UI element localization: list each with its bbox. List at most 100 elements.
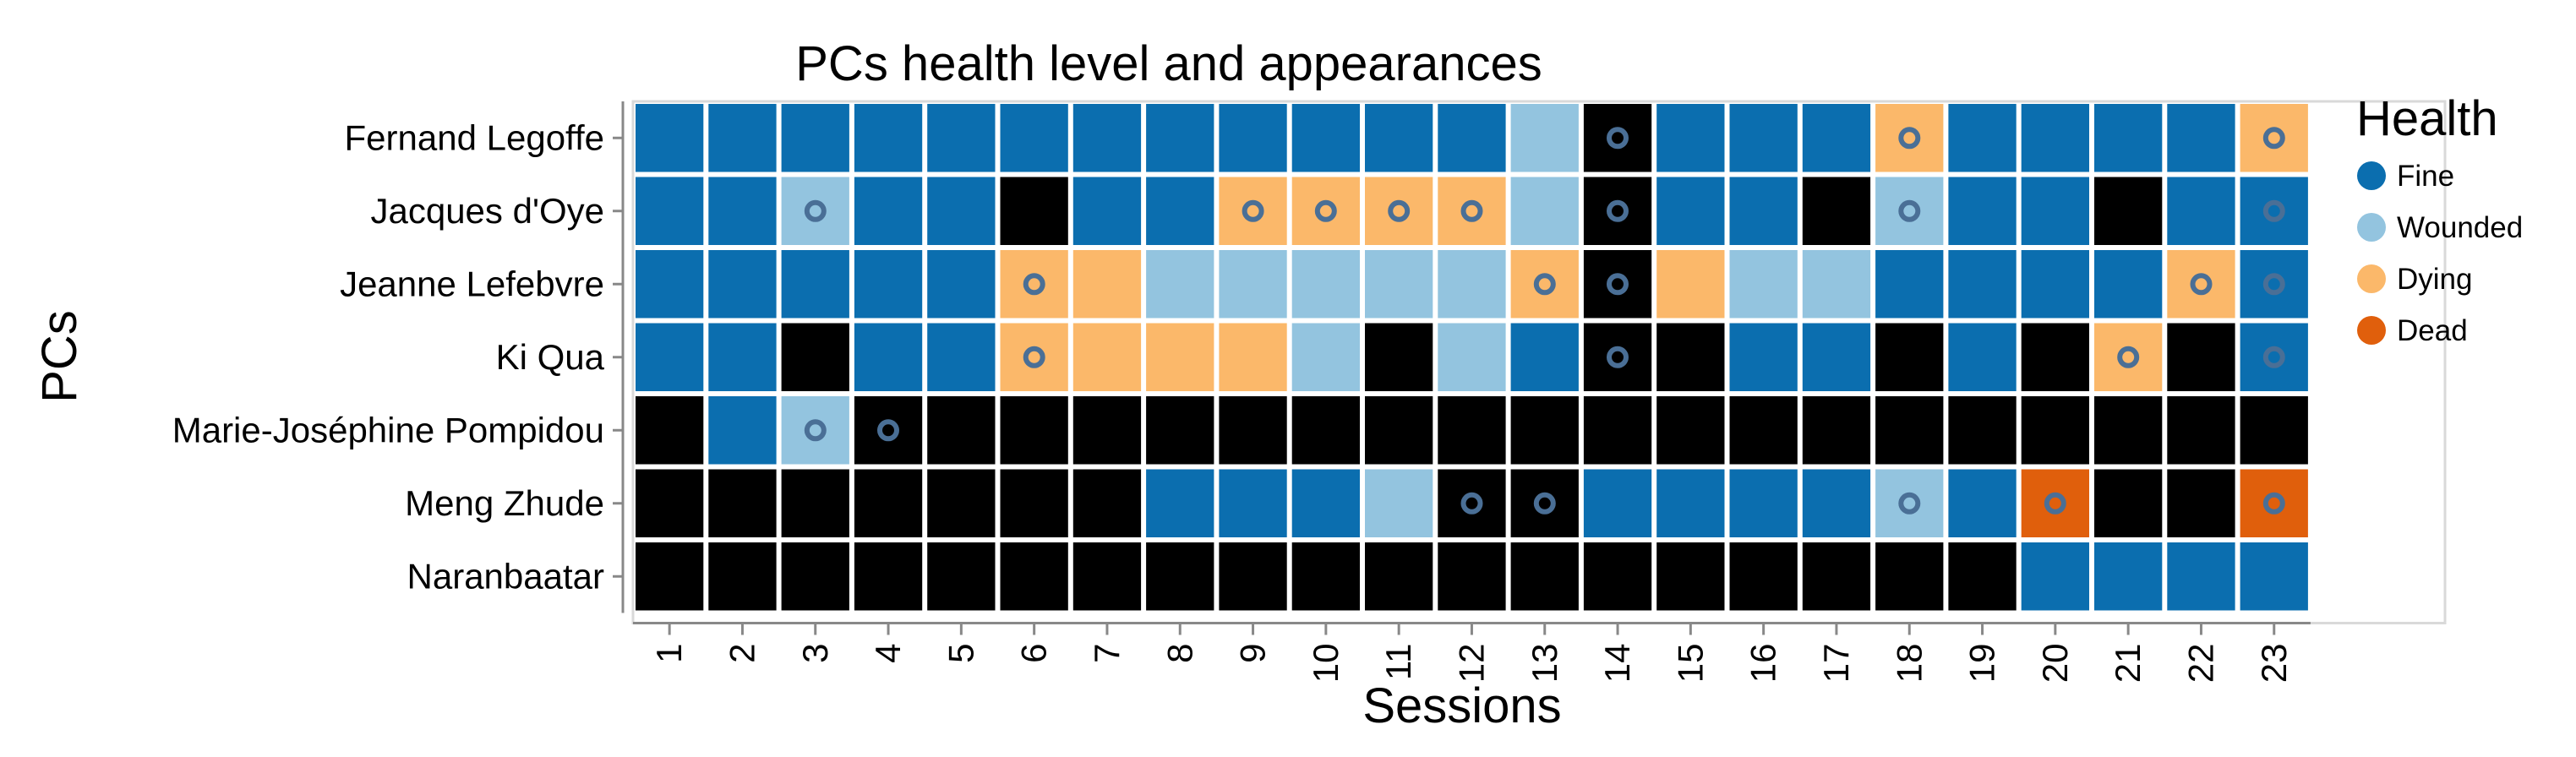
x-tick-label: 23: [2254, 644, 2294, 683]
y-tick-label: Naranbaatar: [407, 556, 604, 596]
heatmap-cell: [1875, 323, 1944, 391]
appearance-marker: [1533, 492, 1556, 515]
heatmap-cell: [1438, 396, 1506, 465]
appearance-marker: [1607, 273, 1629, 296]
heatmap-cell: [1948, 542, 2017, 611]
appearance-marker: [2190, 273, 2213, 296]
x-tick-label: 20: [2035, 644, 2075, 683]
appearance-marker: [1898, 199, 1921, 222]
heatmap-cell: [2094, 396, 2163, 465]
heatmap-cell: [1729, 250, 1798, 319]
heatmap-cell: [854, 250, 923, 319]
y-tick-label: Jacques d'Oye: [370, 191, 604, 231]
x-tick-label: 9: [1233, 644, 1273, 663]
heatmap-cell: [2240, 396, 2308, 465]
x-tick-label: 15: [1670, 644, 1710, 683]
heatmap-cell: [636, 250, 704, 319]
appearance-marker: [1533, 273, 1556, 296]
appearance-markers: [804, 127, 2285, 515]
legend-swatch: [2357, 161, 2386, 190]
y-tick-label: Ki Qua: [496, 337, 605, 377]
x-tick-label: 8: [1160, 644, 1199, 663]
heatmap-cell: [636, 104, 704, 172]
legend-label: Wounded: [2397, 211, 2523, 244]
heatmap-cell: [2240, 542, 2308, 611]
heatmap-cell: [1365, 250, 1433, 319]
y-axis-title: PCs: [32, 310, 87, 403]
heatmap-cell: [1146, 323, 1214, 391]
heatmap-cell: [1802, 396, 1871, 465]
x-tick-label: 14: [1597, 644, 1637, 683]
heatmap-cell: [781, 469, 849, 537]
x-tick-label: 2: [722, 644, 761, 663]
heatmap-cell: [1072, 177, 1142, 245]
heatmap-cell: [1875, 104, 1944, 172]
heatmap-cell: [1072, 323, 1142, 391]
heatmap-cell: [1656, 396, 1725, 465]
appearance-marker: [2262, 127, 2285, 150]
y-tick-label: Jeanne Lefebvre: [340, 264, 604, 303]
heatmap-cell: [2167, 177, 2235, 245]
heatmap-cell: [708, 396, 777, 465]
heatmap-cell: [1510, 542, 1579, 611]
heatmap-cell: [1365, 104, 1433, 172]
heatmap-cell: [1365, 396, 1433, 465]
heatmap-cell: [927, 323, 996, 391]
heatmap-cell: [1219, 396, 1287, 465]
heatmap-cell: [1729, 104, 1798, 172]
heatmap-cell: [1072, 469, 1142, 537]
legend-swatch: [2357, 316, 2386, 345]
heatmap-cell: [1072, 250, 1142, 319]
heatmap-cell: [708, 323, 777, 391]
x-tick-label: 21: [2108, 644, 2148, 683]
appearance-marker: [2117, 346, 2140, 368]
heatmap-cell: [1072, 104, 1142, 172]
y-tick-label: Meng Zhude: [405, 483, 604, 523]
heatmap-cell: [1365, 177, 1433, 245]
heatmap-cell: [854, 542, 923, 611]
heatmap-cell: [1948, 323, 2017, 391]
heatmap-cell: [2021, 104, 2089, 172]
appearance-marker: [1898, 127, 1921, 150]
appearance-marker: [1242, 199, 1264, 222]
heatmap-cell: [1146, 250, 1214, 319]
heatmap-cell: [1438, 104, 1506, 172]
heatmap-cell: [2167, 250, 2235, 319]
appearance-marker: [1023, 273, 1045, 296]
heatmap-cell: [1583, 177, 1652, 245]
x-tick-label: 1: [649, 644, 689, 663]
heatmap-cell: [1291, 250, 1360, 319]
heatmap-cell: [2094, 250, 2163, 319]
heatmap-cell: [2240, 250, 2308, 319]
heatmap-cell: [1438, 323, 1506, 391]
heatmap-cell: [854, 396, 923, 465]
heatmap-cell: [1146, 104, 1214, 172]
heatmap-cell: [1291, 104, 1360, 172]
heatmap-cell: [2021, 177, 2089, 245]
heatmap-cell: [1656, 250, 1725, 319]
heatmap-cell: [1802, 469, 1871, 537]
heatmap-cell: [2021, 323, 2089, 391]
heatmap-cell: [1583, 104, 1652, 172]
heatmap-cell: [2240, 177, 2308, 245]
axes: Fernand Legoffe Jacques d'Oye Jeanne Lefeb…: [172, 101, 2311, 683]
heatmap-cell: [1875, 250, 1944, 319]
appearance-marker: [1607, 199, 1629, 222]
heatmap-cell: [1802, 323, 1871, 391]
heatmap-cell: [708, 542, 777, 611]
heatmap-cell: [1365, 542, 1433, 611]
x-tick-label: 22: [2181, 644, 2221, 683]
appearance-marker: [804, 199, 827, 222]
heatmap-cell: [1000, 469, 1068, 537]
heatmap-cell: [781, 104, 849, 172]
heatmap-cell: [781, 177, 849, 245]
heatmap-cell: [636, 177, 704, 245]
heatmap-cell: [2094, 469, 2163, 537]
heatmap-cell: [2240, 323, 2308, 391]
heatmap-cell: [1583, 542, 1652, 611]
heatmap-cell: [927, 396, 996, 465]
x-tick-label: 11: [1378, 644, 1418, 681]
appearance-marker: [1314, 199, 1337, 222]
heatmap-cell: [1802, 250, 1871, 319]
